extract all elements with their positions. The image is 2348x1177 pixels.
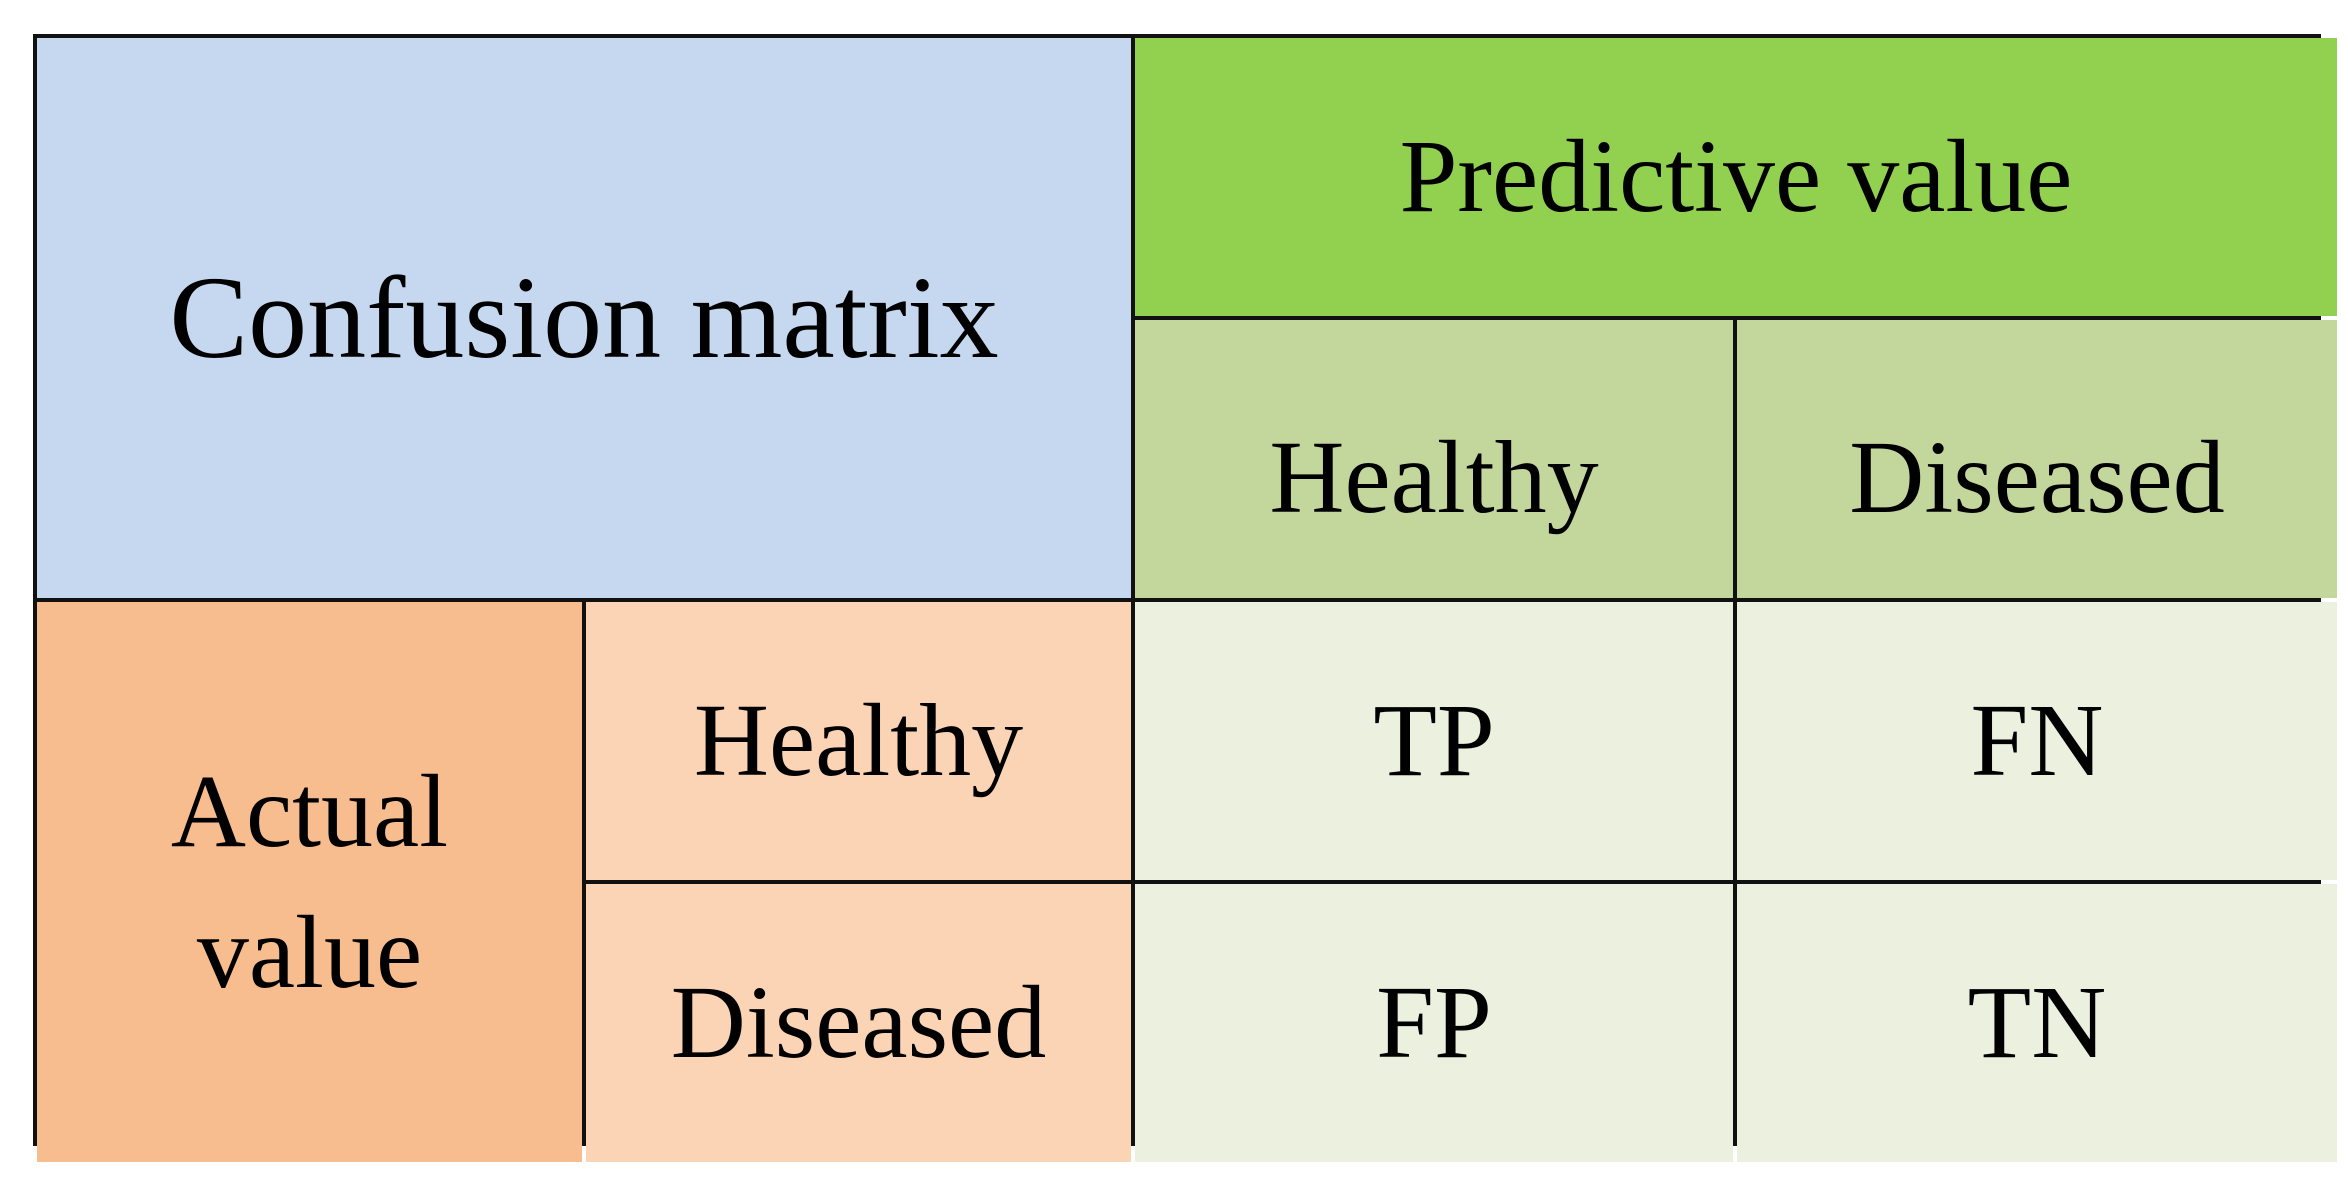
predicted-healthy-label: Healthy <box>1135 320 1733 598</box>
cell-false-positive: FP <box>1135 884 1733 1162</box>
cell-true-negative: TN <box>1737 884 2337 1162</box>
actual-value-header: Actual value <box>37 602 582 1162</box>
confusion-matrix-title: Confusion matrix <box>37 38 1131 598</box>
cell-true-positive: TP <box>1135 602 1733 880</box>
actual-value-header-line-1: Actual <box>170 753 449 869</box>
cell-false-negative: FN <box>1737 602 2337 880</box>
actual-value-header-line-2: value <box>196 895 423 1010</box>
actual-healthy-label: Healthy <box>586 602 1131 880</box>
confusion-matrix-table: Confusion matrix Predictive value Health… <box>33 34 2337 1162</box>
predicted-diseased-label: Diseased <box>1737 320 2337 598</box>
predictive-value-header: Predictive value <box>1135 38 2337 316</box>
actual-diseased-label: Diseased <box>586 884 1131 1162</box>
